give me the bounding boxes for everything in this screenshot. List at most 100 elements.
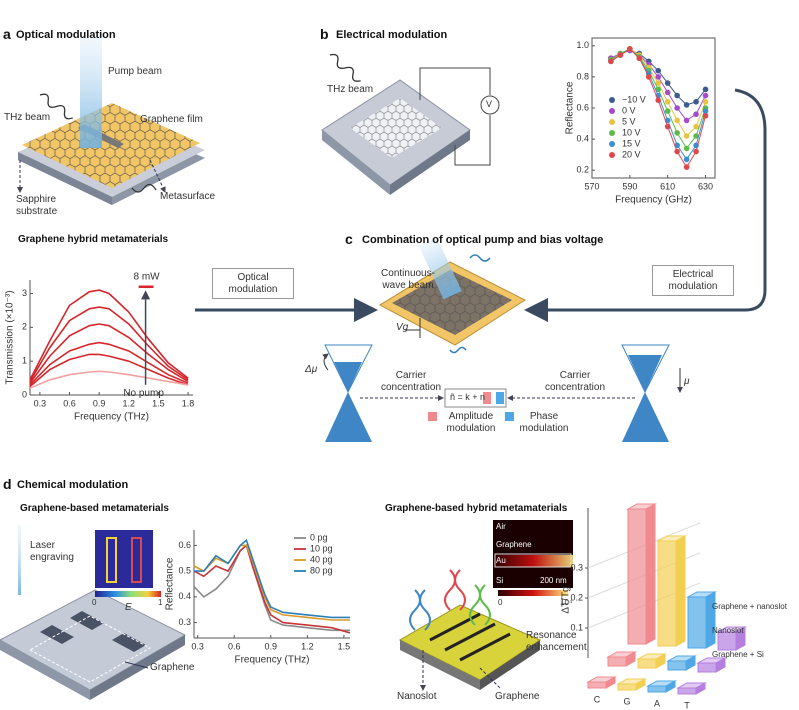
point — [683, 145, 690, 152]
annotation: No pump — [123, 388, 164, 399]
map-label: Au — [496, 556, 506, 565]
legend-label: 10 V — [622, 127, 641, 137]
y-tick-label: 0.5 — [178, 566, 191, 576]
bar-side — [675, 535, 686, 647]
category-label: T — [684, 700, 690, 710]
point — [702, 98, 709, 105]
x-axis-label: Frequency (THz) — [234, 655, 309, 666]
bar-front — [617, 683, 637, 691]
point — [674, 117, 680, 124]
x-tick-label: 570 — [584, 181, 599, 191]
series-label: Graphene + Si — [712, 650, 764, 659]
point — [693, 98, 699, 105]
panel-letter: a — [3, 26, 11, 42]
series-line — [29, 370, 189, 389]
label: Pump beam — [108, 66, 162, 77]
panel-title: Combination of optical pump and bias vol… — [362, 234, 604, 246]
bar-side — [605, 676, 616, 689]
bar-side — [695, 682, 706, 695]
point — [674, 92, 680, 99]
x-tick-label: 1.8 — [182, 398, 195, 408]
point — [693, 123, 699, 130]
point — [608, 58, 614, 65]
series-line — [29, 341, 189, 386]
annotation: 8 mW — [134, 271, 161, 282]
point — [664, 123, 671, 130]
label: Laser engraving — [30, 540, 74, 563]
series-line — [29, 306, 189, 382]
point — [693, 148, 699, 155]
arrow-label: Optical modulation — [212, 268, 294, 299]
y-tick-label: 0.4 — [576, 133, 589, 143]
label: Graphene — [150, 662, 195, 673]
map-label: Air — [496, 522, 506, 531]
label: Continuous-wave beam — [381, 268, 435, 291]
y-axis-label: Transmission (×10⁻³) — [5, 290, 16, 384]
x-tick-label: 0.9 — [93, 398, 106, 408]
point — [617, 52, 624, 58]
point — [664, 98, 671, 105]
point — [702, 92, 709, 99]
x-tick-label: 1.2 — [301, 641, 314, 651]
optical-device — [17, 38, 205, 205]
subtitle: Graphene-based hybrid metamaterials — [385, 503, 568, 514]
colorbar-label: 0 — [92, 598, 97, 607]
subtitle: Graphene-based metamaterials — [20, 503, 169, 514]
y-tick-label: 0.2 — [570, 592, 583, 602]
category-label: A — [654, 698, 660, 708]
legend-swatch — [609, 152, 615, 158]
series-line — [193, 544, 350, 621]
map-label: Graphene — [496, 540, 532, 549]
y-tick-label: 0.1 — [570, 622, 583, 632]
y-tick-label: 0.6 — [576, 102, 589, 112]
bar-side — [625, 651, 636, 667]
label: THz beam — [4, 112, 51, 123]
label: Sapphire substrate — [16, 194, 58, 217]
panel-letter: b — [320, 26, 329, 42]
bar-front — [647, 685, 667, 693]
map-label: Si — [496, 576, 504, 585]
panel-letter: d — [3, 476, 12, 492]
subtitle: Graphene hybrid metamaterials — [18, 234, 169, 245]
legend-swatch — [609, 108, 615, 114]
x-tick-label: 0.6 — [63, 398, 76, 408]
x-tick-label: 1.2 — [123, 398, 136, 408]
bar-front — [627, 508, 647, 645]
x-axis-label: Frequency (GHz) — [615, 195, 692, 206]
x-tick-label: 630 — [698, 181, 713, 191]
label: THz beam — [327, 84, 374, 95]
bar-front — [667, 660, 687, 671]
bar-front — [657, 540, 677, 647]
point — [683, 117, 690, 124]
series-label: Graphene + nanoslot — [712, 602, 788, 611]
label: Amplitude modulation — [446, 411, 496, 434]
series-line — [29, 353, 189, 388]
point — [655, 74, 662, 80]
point — [664, 108, 671, 114]
bar-front — [697, 662, 717, 673]
bar-front — [607, 656, 627, 667]
bar-side — [665, 680, 676, 693]
y-axis-label: Reflectance — [165, 557, 176, 610]
bar-side — [705, 591, 716, 649]
colorbar-label: 1 — [158, 598, 163, 607]
nanoslot-device — [124, 520, 573, 691]
colorbar-label: 0 — [498, 598, 503, 607]
arrow — [524, 88, 767, 322]
y-tick-label: 0.3 — [178, 617, 191, 627]
legend-label: 0 pg — [310, 532, 328, 542]
y-tick-label: 1 — [22, 356, 27, 366]
x-tick-label: 610 — [660, 181, 675, 191]
bar-front — [687, 596, 707, 649]
bar-side — [685, 655, 696, 671]
legend-label: 15 V — [622, 138, 641, 148]
legend-label: −10 V — [622, 94, 646, 104]
point — [674, 148, 680, 155]
label: Metasurface — [160, 191, 216, 202]
point — [664, 89, 671, 96]
series-line — [29, 323, 189, 384]
legend-swatch — [609, 141, 615, 147]
y-tick-label: 1.0 — [576, 40, 589, 50]
